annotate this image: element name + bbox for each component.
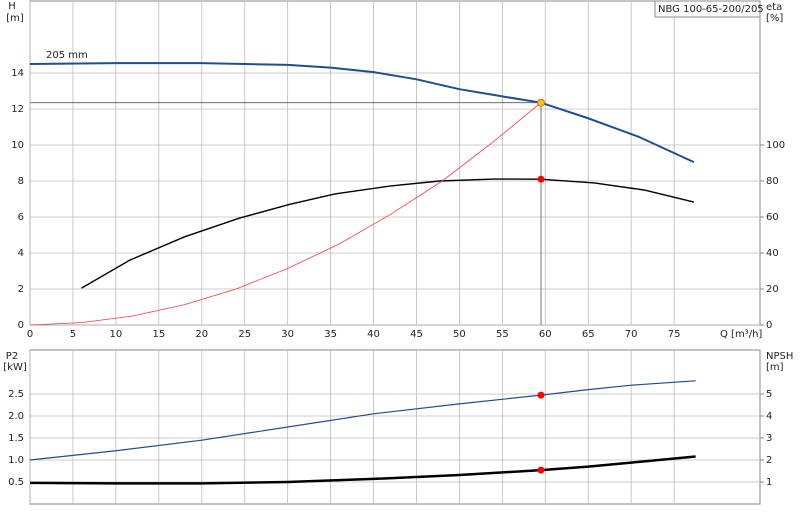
curve [29,380,696,461]
y-tick-label: 2.0 [8,411,24,422]
x-axis-label: Q [m³/h] [720,329,762,340]
y-tick-label: 0.5 [8,477,24,488]
y2-axis-label: eta [766,2,782,13]
curve-label: 205 mm [46,50,88,61]
y2-tick-label: 0 [766,320,772,331]
duty-point [537,98,545,107]
y-tick-label: 14 [11,68,24,79]
y-tick-label: 12 [11,104,24,115]
duty-point [537,391,545,399]
y-tick-label: 1.0 [8,455,24,466]
x-tick-label: 0 [27,329,33,340]
x-tick-label: 5 [70,329,76,340]
x-tick-label: 50 [453,329,466,340]
plot-area [29,349,761,505]
y-axis-unit: [m] [6,13,24,24]
x-tick-label: 30 [281,329,294,340]
y-axis-unit: [kW] [3,362,27,373]
x-tick-label: 40 [367,329,380,340]
y-tick-label: 2.5 [8,389,24,400]
x-tick-label: 25 [238,329,251,340]
x-tick-label: 65 [582,329,595,340]
y-tick-label: 4 [18,248,24,259]
y2-axis-unit: [%] [766,13,783,24]
y-tick-label: 0 [18,320,24,331]
curve [81,178,695,289]
duty-point [537,175,545,183]
curve [29,102,542,326]
y2-tick-label: 60 [766,212,779,223]
curve [29,62,695,164]
y2-tick-label: 100 [766,140,785,151]
x-tick-label: 35 [324,329,337,340]
x-tick-label: 60 [539,329,552,340]
y2-tick-label: 3 [766,433,772,444]
y2-tick-label: 20 [766,284,779,295]
x-tick-label: 45 [410,329,423,340]
x-tick-label: 10 [110,329,123,340]
y-tick-label: 1.5 [8,433,24,444]
x-tick-label: 55 [496,329,509,340]
title-box [654,0,761,18]
y2-tick-label: 40 [766,248,779,259]
y2-tick-label: 2 [766,455,772,466]
x-tick-label: 70 [625,329,638,340]
x-tick-label: 20 [195,329,208,340]
y-axis-label: H [8,1,16,12]
y-tick-label: 2 [18,284,24,295]
y2-tick-label: 4 [766,411,772,422]
y-tick-label: 8 [18,176,24,187]
y-axis-label: P2 [6,351,18,362]
y-tick-label: 10 [11,140,24,151]
y2-axis-unit: [m] [766,362,784,373]
duty-point [537,466,545,474]
curve [29,455,696,485]
y2-tick-label: 5 [766,389,772,400]
y2-tick-label: 1 [766,477,772,488]
y2-axis-label: NPSH [766,351,793,362]
y-tick-label: 6 [18,212,24,223]
y2-tick-label: 80 [766,176,779,187]
x-tick-label: 75 [668,329,681,340]
chart-title: NBG 100-65-200/205 [658,4,764,15]
x-tick-label: 15 [152,329,165,340]
plot-area [29,0,761,326]
